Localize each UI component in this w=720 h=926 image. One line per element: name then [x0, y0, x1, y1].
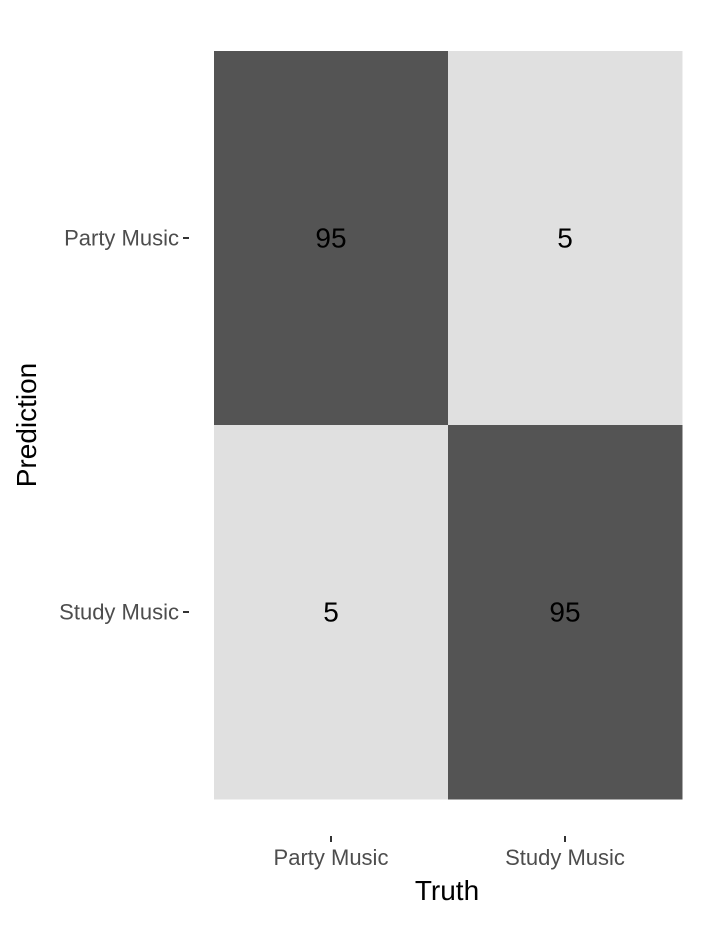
x-tick-label-study-music: Study Music	[505, 845, 625, 870]
y-tick-label-study-music: Study Music	[59, 600, 179, 625]
cells-layer: 95 5 5 95	[214, 51, 683, 800]
cell-value-label: 95	[315, 223, 346, 254]
heatmap-cell-party-music-study-music	[448, 51, 683, 426]
heatmap-cell-party-music-party-music	[214, 51, 449, 426]
cell-value-label: 5	[323, 597, 339, 628]
x-tick-label-party-music: Party Music	[274, 845, 389, 870]
y-tick-label-party-music: Party Music	[64, 226, 179, 251]
cell-value-label: 5	[557, 223, 573, 254]
y-axis-title: Prediction	[11, 363, 42, 488]
heatmap-cell-study-music-party-music	[214, 425, 449, 800]
x-axis-title: Truth	[415, 875, 479, 906]
x-axis-ticks: Party Music Study Music	[274, 836, 625, 870]
cell-value-label: 95	[549, 597, 580, 628]
y-axis-ticks: Party Music Study Music	[59, 226, 189, 625]
heatmap-cell-study-music-study-music	[448, 425, 683, 800]
